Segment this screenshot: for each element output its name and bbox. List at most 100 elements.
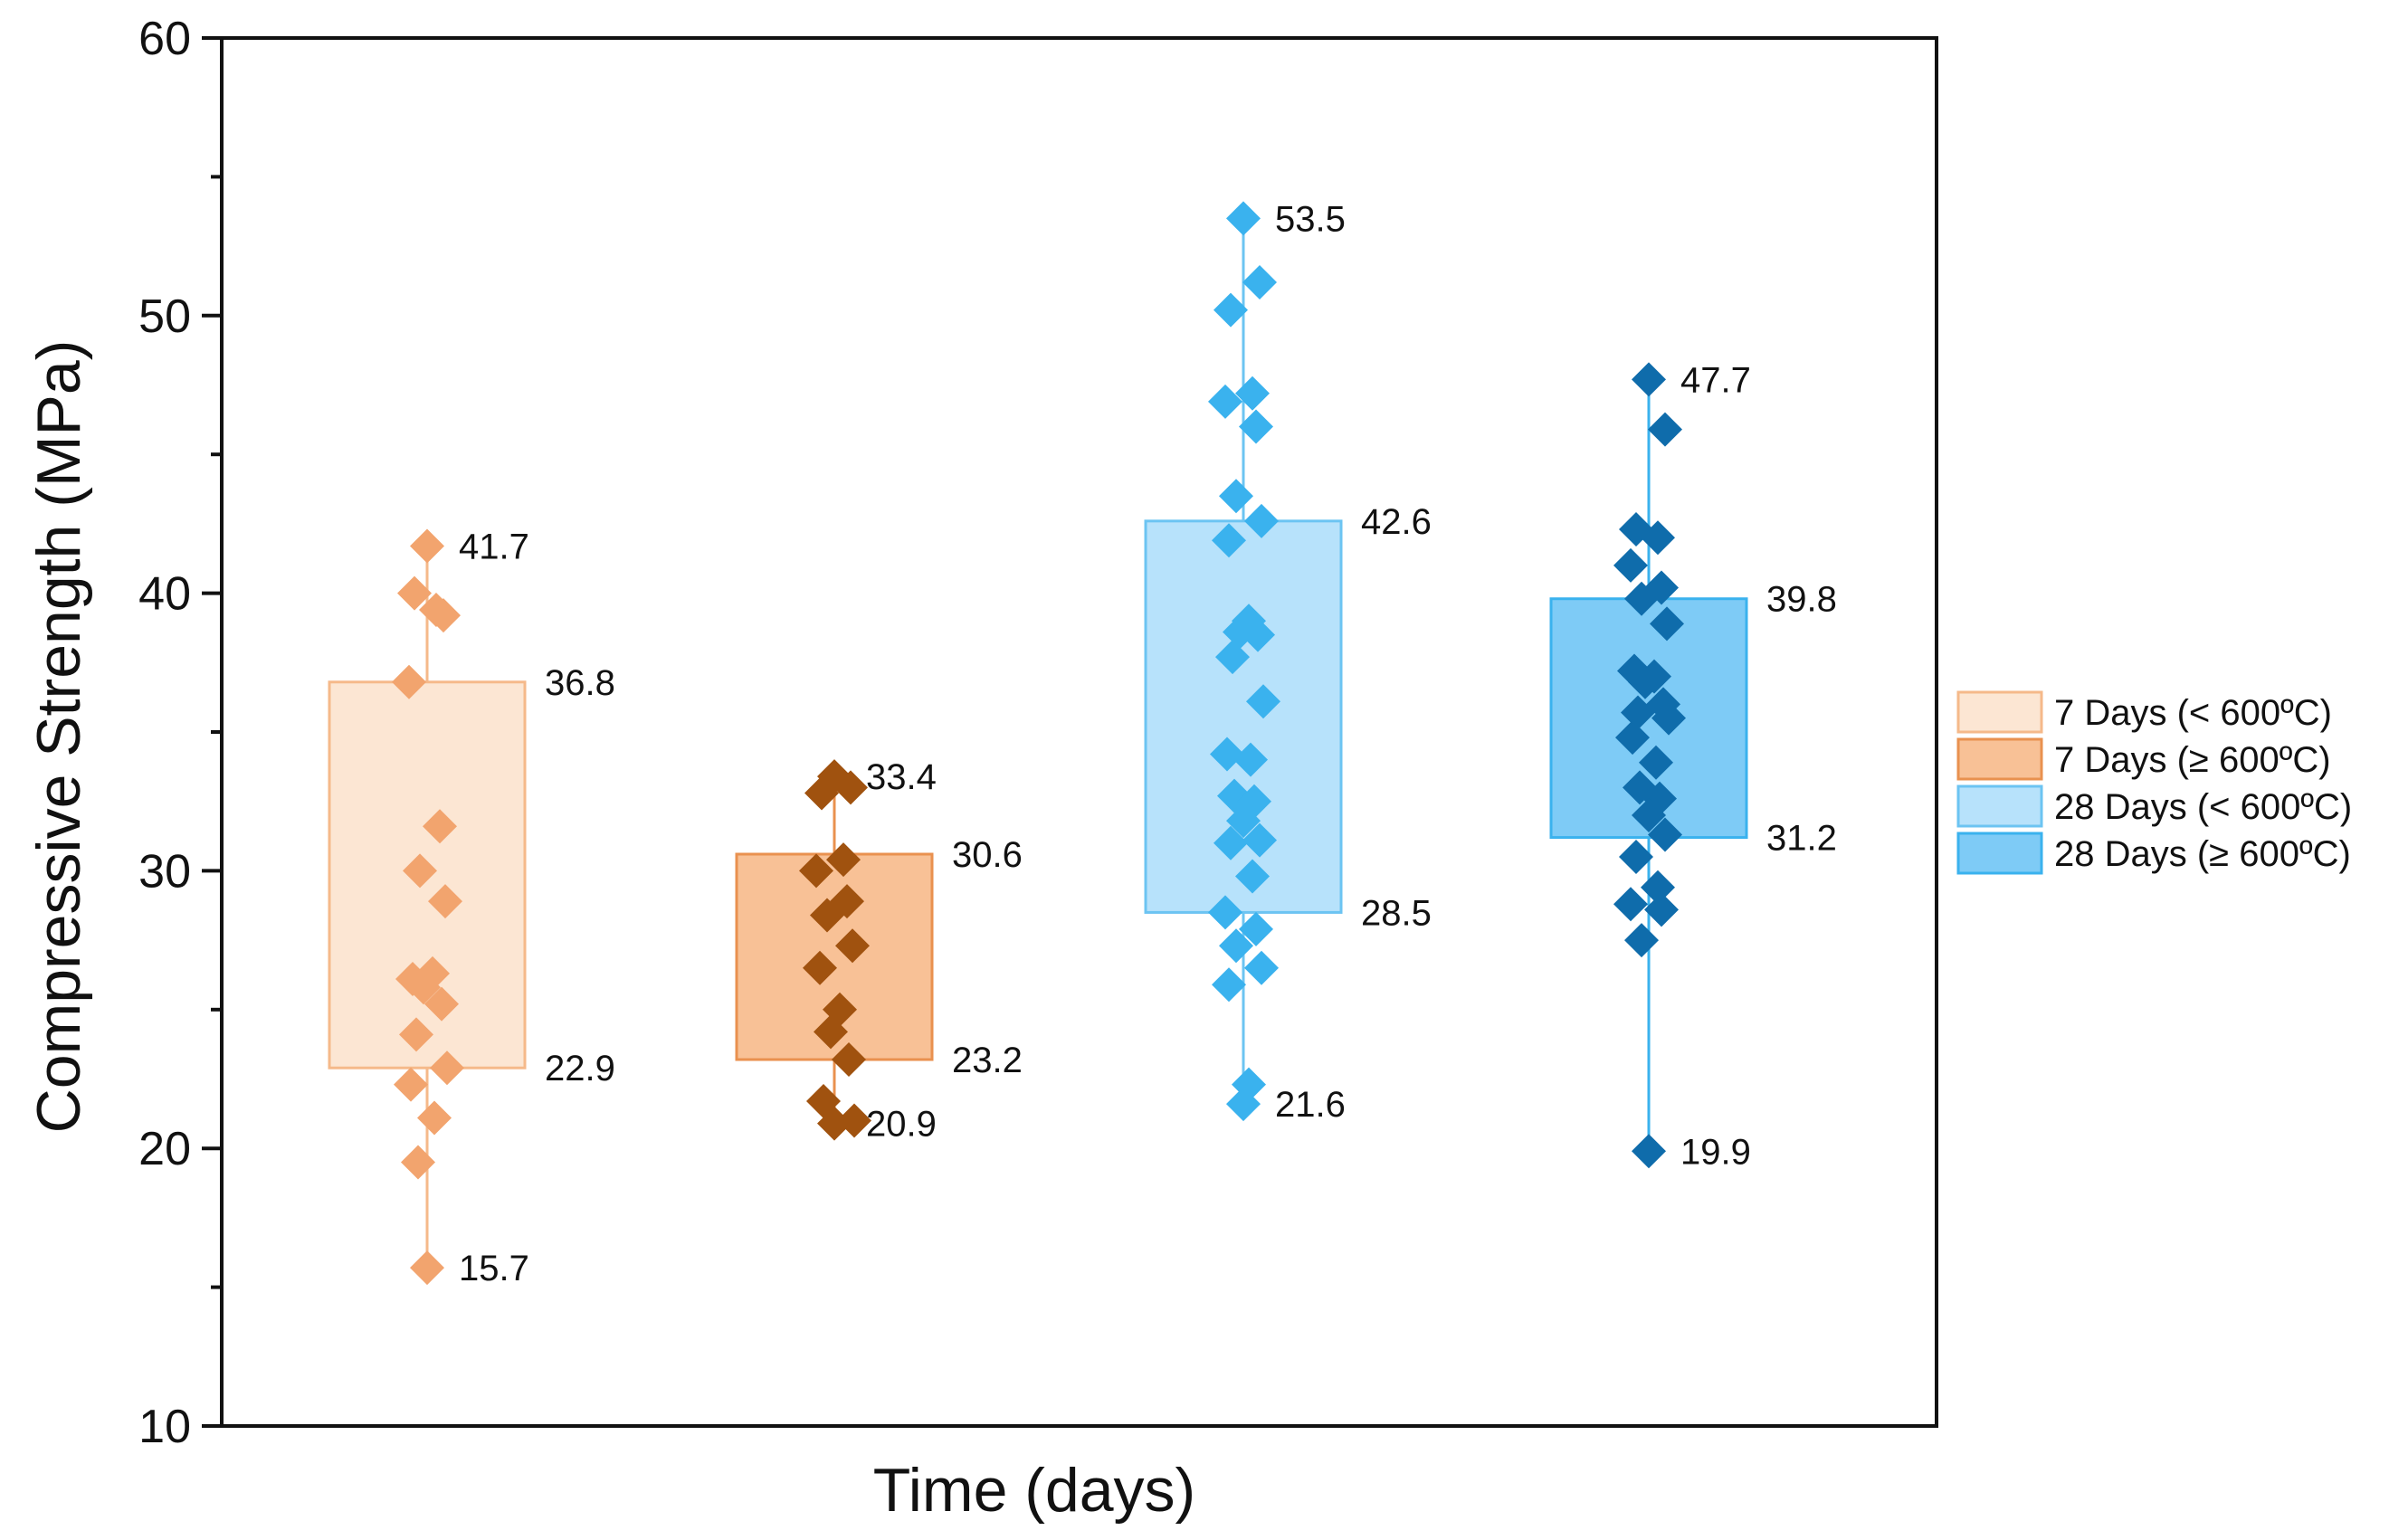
legend-swatch [1956, 690, 2043, 734]
data-point [1239, 409, 1273, 444]
box [1144, 519, 1343, 914]
data-point [1244, 950, 1279, 985]
data-point [1210, 737, 1244, 772]
data-point [1615, 720, 1650, 756]
y-tick-label: 50 [138, 290, 191, 343]
value-label: 39.8 [1766, 580, 1837, 620]
data-point [1651, 700, 1686, 736]
value-label: 41.7 [459, 527, 529, 566]
legend-swatch [1956, 832, 2043, 875]
legend-label: 28 Days (≥ 600ºC) [2054, 834, 2351, 874]
box-group-3: 53.5 42.6 28.5 21.6 [1144, 199, 1432, 1125]
data-point [417, 1100, 452, 1136]
legend-label: 28 Days (< 600ºC) [2054, 787, 2352, 827]
data-point [1242, 264, 1277, 299]
data-point [1613, 887, 1648, 922]
y-tick-label: 30 [138, 845, 191, 898]
value-label: 22.9 [545, 1049, 615, 1088]
data-point [1648, 817, 1682, 852]
data-point [406, 970, 441, 1005]
data-point [1624, 581, 1659, 616]
data-point [1212, 523, 1246, 558]
data-point [1246, 684, 1280, 719]
y-tick-label: 20 [138, 1123, 191, 1175]
data-point [1226, 803, 1261, 839]
data-point [424, 986, 459, 1022]
value-label: 23.2 [952, 1041, 1023, 1080]
value-label: 33.4 [866, 757, 937, 797]
legend: 7 Days (< 600ºC) 7 Days (≥ 600ºC) 28 Days … [1956, 690, 2352, 875]
data-point [1241, 617, 1275, 652]
data-point [1632, 1134, 1666, 1169]
data-point [410, 1250, 444, 1286]
legend-item-4: 28 Days (≥ 600ºC) [1956, 832, 2351, 875]
data-point [1235, 859, 1270, 894]
data-point [397, 575, 432, 611]
data-point [1644, 892, 1679, 927]
data-point [1219, 928, 1253, 964]
legend-swatch [1956, 737, 2043, 781]
data-point [1219, 479, 1253, 514]
data-point [1641, 520, 1675, 556]
value-label: 31.2 [1766, 819, 1837, 859]
legend-label: 7 Days (< 600ºC) [2054, 693, 2332, 733]
data-point [1242, 822, 1277, 858]
data-point [419, 593, 453, 628]
value-label: 21.6 [1275, 1085, 1346, 1125]
data-point [1648, 412, 1682, 447]
data-point [1632, 362, 1666, 397]
box-group-1: 41.7 36.8 22.9 15.7 [328, 527, 615, 1288]
data-point [403, 853, 437, 889]
data-point [410, 528, 444, 564]
data-point [826, 842, 861, 878]
data-point [1212, 967, 1246, 1003]
data-point [1239, 911, 1273, 946]
data-point [1208, 384, 1242, 419]
data-point [1214, 825, 1248, 860]
plot-layer: 41.7 36.8 22.9 15.7 33.4 30.6 23.2 20.9 53.5 42.6… [328, 199, 1837, 1288]
axes: 10 20 30 40 50 60 [138, 13, 1938, 1453]
value-label: 20.9 [866, 1105, 937, 1145]
box-group-2: 33.4 30.6 23.2 20.9 [735, 757, 1023, 1145]
value-label: 30.6 [952, 835, 1023, 875]
value-label: 53.5 [1275, 199, 1346, 239]
data-point [392, 664, 426, 699]
legend-item-3: 28 Days (< 600ºC) [1956, 784, 2352, 828]
data-point [1641, 870, 1675, 905]
data-point [1214, 292, 1248, 328]
data-point [394, 1067, 428, 1102]
x-axis-title: Time (days) [873, 1456, 1195, 1525]
legend-item-1: 7 Days (< 600ºC) [1956, 690, 2332, 734]
data-point [810, 898, 844, 933]
data-point [428, 884, 462, 919]
data-point [1632, 798, 1666, 833]
data-point [399, 1017, 433, 1052]
data-point [814, 1014, 848, 1050]
y-tick-label: 60 [138, 13, 191, 65]
data-point [1619, 840, 1653, 875]
legend-item-2: 7 Days (≥ 600ºC) [1956, 737, 2331, 781]
legend-label: 7 Days (≥ 600ºC) [2054, 740, 2331, 780]
data-point [1639, 745, 1673, 780]
data-point [1226, 1087, 1261, 1122]
data-point [1226, 201, 1261, 236]
value-label: 28.5 [1361, 893, 1432, 933]
data-point [803, 950, 837, 985]
value-label: 19.9 [1680, 1132, 1751, 1172]
data-point [1628, 664, 1662, 699]
data-point [1650, 606, 1684, 642]
data-point [804, 775, 839, 811]
value-label: 47.7 [1680, 360, 1751, 400]
data-point [832, 1042, 866, 1078]
y-tick-label: 40 [138, 568, 191, 621]
value-label: 36.8 [545, 663, 615, 703]
value-label: 15.7 [459, 1249, 529, 1288]
data-point [1613, 547, 1648, 583]
data-point [833, 770, 868, 805]
data-point [1215, 640, 1250, 675]
value-label: 42.6 [1361, 502, 1432, 542]
data-point [1208, 895, 1242, 930]
data-point [401, 1145, 435, 1180]
data-point [1624, 923, 1659, 958]
